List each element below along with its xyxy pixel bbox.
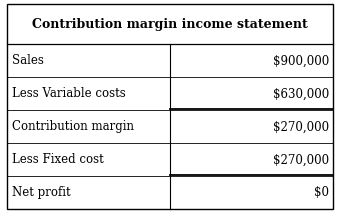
Text: $900,000: $900,000 [273,54,329,67]
Text: Contribution margin: Contribution margin [12,120,134,133]
Text: $270,000: $270,000 [273,120,329,133]
Text: Less Variable costs: Less Variable costs [12,87,126,100]
Text: Less Fixed cost: Less Fixed cost [12,153,104,166]
Text: $0: $0 [314,186,329,199]
Text: Sales: Sales [12,54,44,67]
Text: Net profit: Net profit [12,186,70,199]
Text: $630,000: $630,000 [273,87,329,100]
Text: Contribution margin income statement: Contribution margin income statement [32,18,308,31]
Text: $270,000: $270,000 [273,153,329,166]
